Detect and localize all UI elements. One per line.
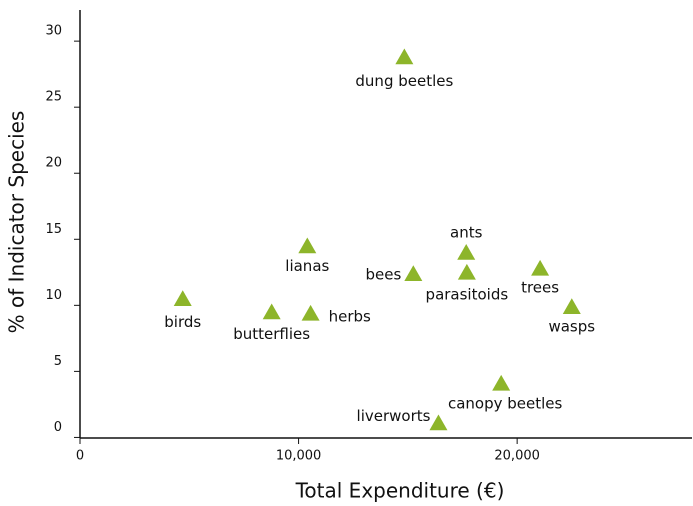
point-label: herbs <box>329 307 371 325</box>
x-tick-label: 20,000 <box>494 449 540 464</box>
y-tick-label: 10 <box>45 288 62 303</box>
point-label: birds <box>164 313 201 331</box>
x-axis-title: Total Expenditure (€) <box>295 479 505 503</box>
x-tick-label: 0 <box>76 449 84 464</box>
y-tick-label: 30 <box>45 24 62 39</box>
point <box>492 374 511 391</box>
point-label: butterflies <box>233 325 310 343</box>
point-label: trees <box>521 278 559 296</box>
point <box>262 303 281 320</box>
point <box>457 244 476 260</box>
point-label: dung beetles <box>355 72 453 90</box>
point-label: wasps <box>548 318 595 336</box>
point <box>173 290 192 307</box>
x-tick-label: 10,000 <box>276 449 322 464</box>
point-label: canopy beetles <box>448 394 563 412</box>
y-tick-label: 5 <box>54 354 62 369</box>
point <box>395 48 414 65</box>
point-label: parasitoids <box>426 285 509 303</box>
point <box>562 298 581 314</box>
point-label: ants <box>450 224 483 242</box>
y-tick-label: 20 <box>45 156 62 171</box>
y-tick-label: 0 <box>54 420 62 435</box>
point-label: bees <box>366 266 402 284</box>
point <box>429 414 448 431</box>
point <box>404 265 423 281</box>
point <box>531 259 550 276</box>
point-label: liverworts <box>357 407 431 425</box>
point <box>457 263 476 280</box>
y-tick-label: 15 <box>45 222 62 237</box>
point <box>301 304 320 321</box>
point <box>298 237 317 254</box>
point-label: lianas <box>285 257 329 275</box>
y-axis-title: % of Indicator Species <box>5 111 29 334</box>
y-tick-label: 25 <box>45 90 62 105</box>
